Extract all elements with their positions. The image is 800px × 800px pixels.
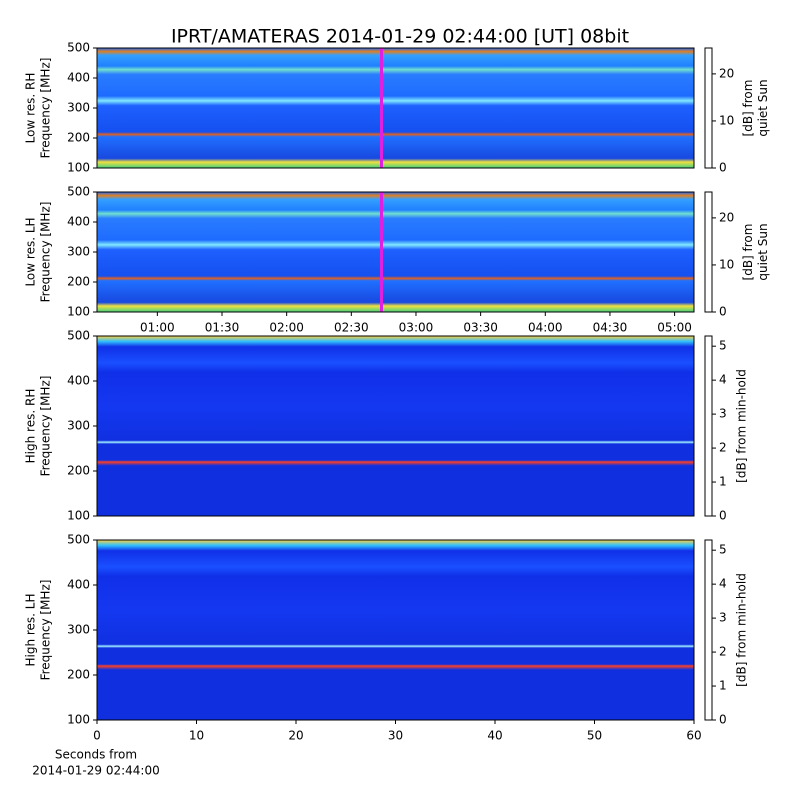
y-axis-label: Low res. LH	[24, 217, 38, 286]
x-tick-label: 30	[388, 729, 403, 743]
x-tick-label: 60	[686, 729, 701, 743]
y-tick-label: 100	[67, 161, 90, 175]
y-tick-label: 300	[67, 245, 90, 259]
colorbar-tick-label: 1	[719, 475, 727, 489]
colorbar-tick-label: 0	[719, 161, 727, 175]
colorbar-label: [dB] from min-hold	[735, 369, 749, 483]
y-tick-label: 300	[67, 419, 90, 433]
y-tick-label: 500	[67, 185, 90, 199]
x-tick-label: 20	[288, 729, 303, 743]
y-tick-label: 300	[67, 101, 90, 115]
x-axis-label: Seconds from	[55, 748, 137, 762]
y-tick-label: 400	[67, 71, 90, 85]
colorbar-tick-label: 0	[719, 305, 727, 319]
y-tick-label: 200	[67, 131, 90, 145]
spectrogram	[97, 48, 694, 168]
y-tick-label: 100	[67, 509, 90, 523]
x-tick-label: 40	[487, 729, 502, 743]
x-tick-label: 01:00	[140, 321, 175, 335]
colorbar-label: quiet Sun	[756, 79, 770, 136]
y-tick-label: 100	[67, 713, 90, 727]
colorbar	[704, 335, 713, 517]
x-tick-label: 03:00	[399, 321, 434, 335]
y-tick-label: 500	[67, 533, 90, 547]
x-tick-label: 02:00	[269, 321, 304, 335]
colorbar-label: [dB] from	[741, 80, 755, 137]
colorbar-tick-label: 5	[719, 543, 727, 557]
y-tick-label: 300	[67, 623, 90, 637]
y-tick-label: 500	[67, 329, 90, 343]
colorbar-tick-label: 2	[719, 645, 727, 659]
colorbar-label: [dB] from min-hold	[735, 573, 749, 687]
colorbar-tick-label: 10	[719, 257, 734, 271]
y-tick-label: 400	[67, 374, 90, 388]
x-tick-label: 0	[93, 729, 101, 743]
colorbar-tick-label: 5	[719, 339, 727, 353]
colorbar-label: [dB] from	[741, 224, 755, 281]
x-axis-label: 2014-01-29 02:44:00	[32, 764, 159, 778]
y-axis-label: Frequency [MHz]	[39, 580, 53, 681]
y-axis-label: Frequency [MHz]	[39, 376, 53, 477]
y-axis-label: Low res. RH	[24, 73, 38, 144]
colorbar-tick-label: 20	[719, 66, 734, 80]
x-tick-label: 02:30	[334, 321, 369, 335]
y-axis-label: High res. LH	[24, 593, 38, 666]
spectrogram	[97, 540, 694, 720]
y-tick-label: 100	[67, 305, 90, 319]
x-tick-label: 50	[587, 729, 602, 743]
colorbar	[704, 539, 713, 721]
x-tick-label: 03:30	[463, 321, 498, 335]
colorbar-tick-label: 20	[719, 210, 734, 224]
colorbar-tick-label: 3	[719, 611, 727, 625]
colorbar-tick-label: 10	[719, 113, 734, 127]
y-tick-label: 200	[67, 275, 90, 289]
spectrogram	[97, 192, 694, 312]
x-tick-label: 10	[189, 729, 204, 743]
y-tick-label: 200	[67, 464, 90, 478]
x-tick-label: 04:30	[593, 321, 628, 335]
colorbar-tick-label: 0	[719, 713, 727, 727]
colorbar-tick-label: 3	[719, 407, 727, 421]
y-axis-label: Frequency [MHz]	[39, 58, 53, 159]
colorbar	[704, 191, 713, 313]
y-axis-label: Frequency [MHz]	[39, 202, 53, 303]
y-tick-label: 400	[67, 215, 90, 229]
x-tick-label: 05:00	[657, 321, 692, 335]
x-tick-label: 04:00	[528, 321, 563, 335]
colorbar-tick-label: 0	[719, 509, 727, 523]
colorbar-label: quiet Sun	[756, 223, 770, 280]
colorbar-tick-label: 1	[719, 679, 727, 693]
y-axis-label: High res. RH	[24, 389, 38, 464]
colorbar-tick-label: 4	[719, 577, 727, 591]
spectrogram	[97, 336, 694, 516]
y-tick-label: 400	[67, 578, 90, 592]
colorbar	[704, 47, 713, 169]
y-tick-label: 200	[67, 668, 90, 682]
colorbar-tick-label: 4	[719, 373, 727, 387]
x-tick-label: 01:30	[205, 321, 240, 335]
chart-title: IPRT/AMATERAS 2014-01-29 02:44:00 [UT] 0…	[171, 26, 629, 48]
colorbar-tick-label: 2	[719, 441, 727, 455]
y-tick-label: 500	[67, 41, 90, 55]
